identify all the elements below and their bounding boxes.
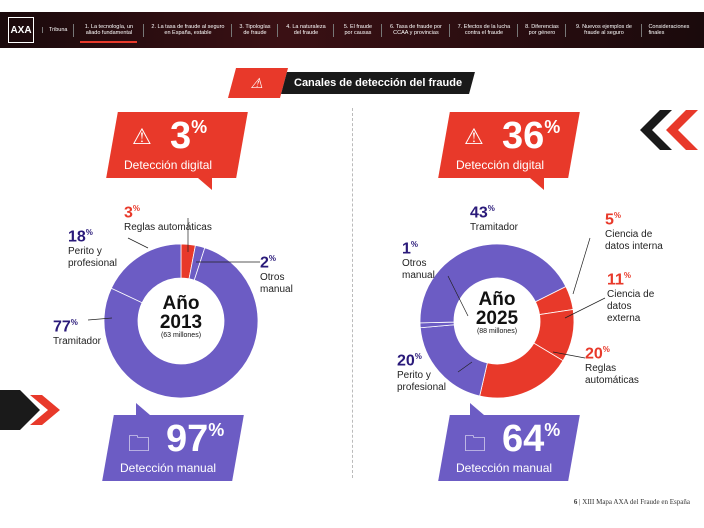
digital-detection-box-2013: ⚠ 3% Detección digital <box>106 112 248 178</box>
page-number: 6 <box>573 498 578 506</box>
label-2013-otros: 2% Otros manual <box>260 254 293 296</box>
manual-detection-box-2013: 🗀 97% Detección manual <box>102 415 244 481</box>
leader-line <box>564 297 606 319</box>
manual-detection-box-2025: 🗀 64% Detección manual <box>438 415 580 481</box>
top-navigation: AXA Tribuna 1. La tecnología, un aliado … <box>0 12 704 48</box>
nav-item-3[interactable]: 3. Tipologías de fraude <box>231 23 277 37</box>
leader-line <box>552 351 586 359</box>
donut-2013-slice-3 <box>110 243 182 304</box>
label-2025-externa: 11% Ciencia de datos externa <box>607 271 655 325</box>
manual-label-2013: Detección manual <box>120 461 217 475</box>
computer-alert-icon: ⚠ <box>464 124 484 149</box>
leader-line <box>127 237 149 249</box>
center-2013: Año 2013 (63 millones) <box>159 293 203 339</box>
digital-pct-2025: 36 <box>502 115 545 157</box>
label-2013-perito: 18% Perito y profesional <box>68 228 117 270</box>
decorative-chevrons-left <box>0 390 60 430</box>
donut-2013-slice-2 <box>103 247 259 399</box>
leader-line <box>87 317 113 321</box>
nav-item-2[interactable]: 2. La tasa de fraude al seguro en España… <box>143 23 231 37</box>
label-2025-reglas: 20% Reglas automáticas <box>585 345 639 387</box>
footer: 6 | XIII Mapa AXA del Fraude en España <box>573 498 690 506</box>
manual-pct-2013: 97 <box>166 418 209 460</box>
label-2025-tramitador: 43% Tramitador <box>470 204 518 234</box>
label-2025-interna: 5% Ciencia de datos interna <box>605 211 663 253</box>
nav-item-1[interactable]: 1. La tecnología, un aliado fundamental <box>73 23 143 43</box>
decorative-chevrons-right <box>640 110 698 150</box>
folder-shield-icon: 🗀 <box>128 431 151 456</box>
label-2013-reglas: 3% Reglas automáticas <box>124 204 212 234</box>
leader-line <box>447 275 469 317</box>
nav-item-5[interactable]: 5. El fraude por causas <box>333 23 381 37</box>
donut-2025-slice-5 <box>419 243 567 324</box>
nav-item-8[interactable]: 8. Diferencias por género <box>517 23 565 37</box>
leader-line <box>457 361 473 373</box>
manual-label-2025: Detección manual <box>456 461 553 475</box>
label-2025-perito: 20% Perito y profesional <box>397 352 446 394</box>
digital-label-2025: Detección digital <box>456 158 545 172</box>
digital-label-2013: Detección digital <box>124 158 213 172</box>
nav-item-6[interactable]: 6. Tasa de fraude por CCAA y provincias <box>381 23 449 37</box>
digital-detection-box-2025: ⚠ 36% Detección digital <box>438 112 580 178</box>
footer-text: XIII Mapa AXA del Fraude en España <box>582 498 690 506</box>
digital-pct-2013: 3 <box>170 115 192 157</box>
nav-item-7[interactable]: 7. Efectos de la lucha contra el fraude <box>449 23 517 37</box>
label-2025-otros: 1% Otros manual <box>402 240 435 282</box>
folder-shield-icon: 🗀 <box>464 431 487 456</box>
nav-item-tribuna[interactable]: Tribuna <box>42 26 73 34</box>
divider <box>352 108 353 478</box>
label-2013-tramitador: 77% Tramitador <box>53 318 101 348</box>
nav-item-final[interactable]: Consideraciones finales <box>641 23 701 37</box>
nav-item-9[interactable]: 9. Nuevos ejemplos de fraude al seguro <box>565 23 641 37</box>
computer-alert-icon: ⚠ <box>132 124 152 149</box>
leader-line <box>572 237 591 295</box>
axa-logo[interactable]: AXA <box>8 17 34 43</box>
center-2025: Año 2025 (88 millones) <box>475 289 519 335</box>
manual-pct-2025: 64 <box>502 418 545 460</box>
nav-item-4[interactable]: 4. La naturaleza del fraude <box>277 23 333 37</box>
